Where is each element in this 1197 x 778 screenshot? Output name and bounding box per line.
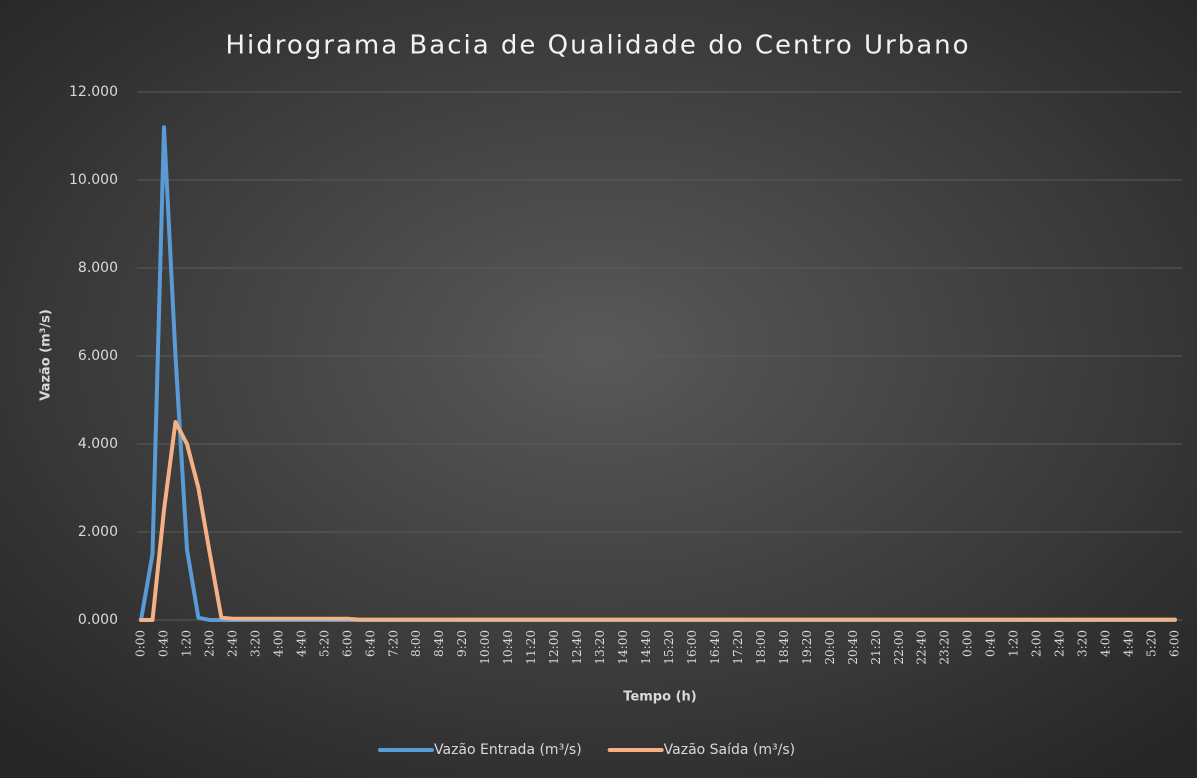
x-tick-label: 22:40	[915, 630, 929, 665]
x-tick-label: 21:20	[869, 630, 883, 665]
x-tick-label: 14:40	[639, 630, 653, 665]
y-tick-label: 10.000	[69, 172, 118, 188]
y-tick-label: 12.000	[69, 84, 118, 100]
x-tick-label: 4:40	[294, 630, 308, 657]
x-tick-label: 0:40	[156, 630, 170, 657]
x-tick-label: 2:00	[1030, 630, 1044, 657]
x-tick-label: 1:20	[1007, 630, 1021, 657]
x-tick-label: 12:00	[547, 630, 561, 665]
x-tick-label: 8:00	[409, 630, 423, 657]
x-tick-label: 0:40	[984, 630, 998, 657]
y-tick-label: 4.000	[78, 436, 118, 452]
y-tick-label: 8.000	[78, 260, 118, 276]
y-tick-label: 6.000	[78, 348, 118, 364]
x-tick-label: 14:00	[616, 630, 630, 665]
x-tick-label: 4:00	[1099, 630, 1113, 657]
x-tick-label: 6:40	[363, 630, 377, 657]
series-line	[139, 420, 1177, 622]
x-tick-label: 8:40	[432, 630, 446, 657]
x-tick-label: 5:20	[1145, 630, 1159, 657]
x-tick-label: 10:00	[478, 630, 492, 665]
x-tick-label: 2:40	[1053, 630, 1067, 657]
y-axis-title: Vazão (m³/s)	[39, 309, 54, 401]
x-tick-label: 18:40	[777, 630, 791, 665]
x-tick-label: 3:20	[1076, 630, 1090, 657]
x-tick-label: 18:00	[754, 630, 768, 665]
legend-label: Vazão Saída (m³/s)	[664, 742, 795, 758]
x-tick-label: 12:40	[570, 630, 584, 665]
x-tick-label: 6:00	[340, 630, 354, 657]
x-tick-label: 4:00	[271, 630, 285, 657]
x-tick-label: 2:40	[225, 630, 239, 657]
x-axis-title: Tempo (h)	[623, 690, 696, 705]
y-tick-label: 0.000	[78, 612, 118, 628]
x-tick-label: 3:20	[248, 630, 262, 657]
x-tick-label: 0:00	[961, 630, 975, 657]
chart-title: Hidrograma Bacia de Qualidade do Centro …	[225, 31, 970, 61]
x-tick-label: 22:00	[892, 630, 906, 665]
x-tick-label: 7:20	[386, 630, 400, 657]
x-tick-label: 5:20	[317, 630, 331, 657]
y-tick-label: 2.000	[78, 524, 118, 540]
x-tick-label: 2:00	[202, 630, 216, 657]
x-tick-label: 23:20	[938, 630, 952, 665]
x-tick-label: 4:40	[1122, 630, 1136, 657]
x-tick-label: 19:20	[800, 630, 814, 665]
legend-label: Vazão Entrada (m³/s)	[434, 742, 582, 758]
x-tick-label: 10:40	[501, 630, 515, 665]
x-tick-label: 13:20	[593, 630, 607, 665]
x-tick-label: 20:40	[846, 630, 860, 665]
x-tick-label: 20:00	[823, 630, 837, 665]
x-tick-label: 16:40	[708, 630, 722, 665]
x-tick-label: 11:20	[524, 630, 538, 665]
x-tick-label: 9:20	[455, 630, 469, 657]
x-tick-label: 0:00	[134, 630, 148, 657]
x-tick-label: 17:20	[731, 630, 745, 665]
x-tick-label: 6:00	[1168, 630, 1182, 657]
x-tick-label: 16:00	[685, 630, 699, 665]
x-tick-label: 15:20	[662, 630, 676, 665]
x-tick-label: 1:20	[179, 630, 193, 657]
